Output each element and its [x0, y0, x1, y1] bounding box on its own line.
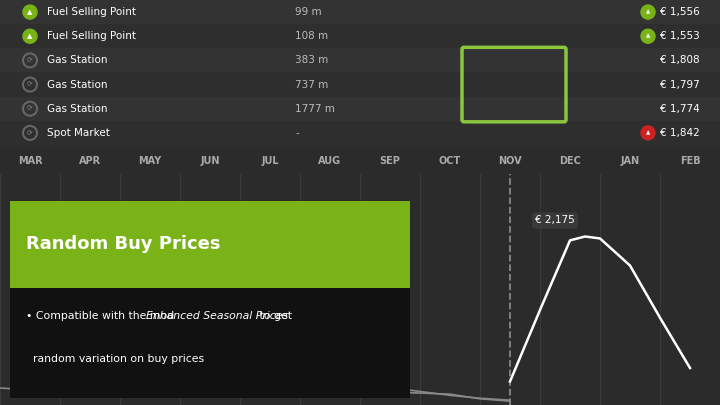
- Text: Random Buy Prices: Random Buy Prices: [26, 235, 220, 254]
- Text: 383 m: 383 m: [295, 55, 328, 66]
- Text: 108 m: 108 m: [295, 31, 328, 41]
- Circle shape: [23, 5, 37, 19]
- Text: APR: APR: [79, 156, 101, 166]
- Text: € 1,553: € 1,553: [660, 31, 700, 41]
- Text: MAY: MAY: [138, 156, 161, 166]
- Bar: [0, 0, 720, 24]
- Circle shape: [23, 29, 37, 43]
- Text: • Compatible with the mod: • Compatible with the mod: [26, 311, 178, 321]
- Text: € 1,774: € 1,774: [660, 104, 700, 114]
- Text: to get: to get: [256, 311, 292, 321]
- Text: Gas Station: Gas Station: [47, 79, 107, 90]
- Circle shape: [641, 5, 655, 19]
- Text: AUG: AUG: [318, 156, 341, 166]
- Text: € 1,808: € 1,808: [660, 55, 700, 66]
- Text: Fuel Selling Point: Fuel Selling Point: [47, 7, 136, 17]
- Text: ▲: ▲: [646, 130, 650, 135]
- Text: 1777 m: 1777 m: [295, 104, 335, 114]
- Bar: [10, 201, 410, 288]
- Bar: [0, 121, 720, 145]
- Text: 737 m: 737 m: [295, 79, 328, 90]
- Text: ▲: ▲: [27, 33, 32, 39]
- Text: random variation on buy prices: random variation on buy prices: [26, 354, 204, 364]
- Circle shape: [641, 126, 655, 140]
- Text: DEC: DEC: [559, 156, 581, 166]
- Text: Gas Station: Gas Station: [47, 55, 107, 66]
- Text: Enhanced Seasonal Prices: Enhanced Seasonal Prices: [145, 311, 288, 321]
- Text: € 1,842: € 1,842: [660, 128, 700, 138]
- Circle shape: [641, 29, 655, 43]
- Text: JUN: JUN: [200, 156, 220, 166]
- Text: Spot Market: Spot Market: [47, 128, 110, 138]
- Text: JAN: JAN: [621, 156, 639, 166]
- Text: FEB: FEB: [680, 156, 701, 166]
- Text: € 1,797: € 1,797: [660, 79, 700, 90]
- Text: € 2,175: € 2,175: [535, 215, 575, 226]
- Text: OCT: OCT: [439, 156, 461, 166]
- Text: 99 m: 99 m: [295, 7, 322, 17]
- Text: Gas Station: Gas Station: [47, 104, 107, 114]
- Text: € 1,556: € 1,556: [660, 7, 700, 17]
- Text: ▲: ▲: [27, 9, 32, 15]
- Text: ⟳: ⟳: [27, 81, 33, 87]
- Bar: [0, 48, 720, 72]
- Text: ⟳: ⟳: [27, 106, 33, 112]
- Text: ▲: ▲: [646, 10, 650, 15]
- Text: ⟳: ⟳: [27, 130, 33, 136]
- Text: Fuel Selling Point: Fuel Selling Point: [47, 31, 136, 41]
- Bar: [0, 72, 720, 97]
- Text: NOV: NOV: [498, 156, 522, 166]
- Text: JUL: JUL: [261, 156, 279, 166]
- Text: ▲: ▲: [646, 34, 650, 39]
- Text: ⟳: ⟳: [27, 58, 33, 64]
- Text: SEP: SEP: [379, 156, 400, 166]
- Bar: [0, 24, 720, 48]
- Bar: [0, 97, 720, 121]
- Text: -: -: [295, 128, 299, 138]
- Text: MAR: MAR: [18, 156, 42, 166]
